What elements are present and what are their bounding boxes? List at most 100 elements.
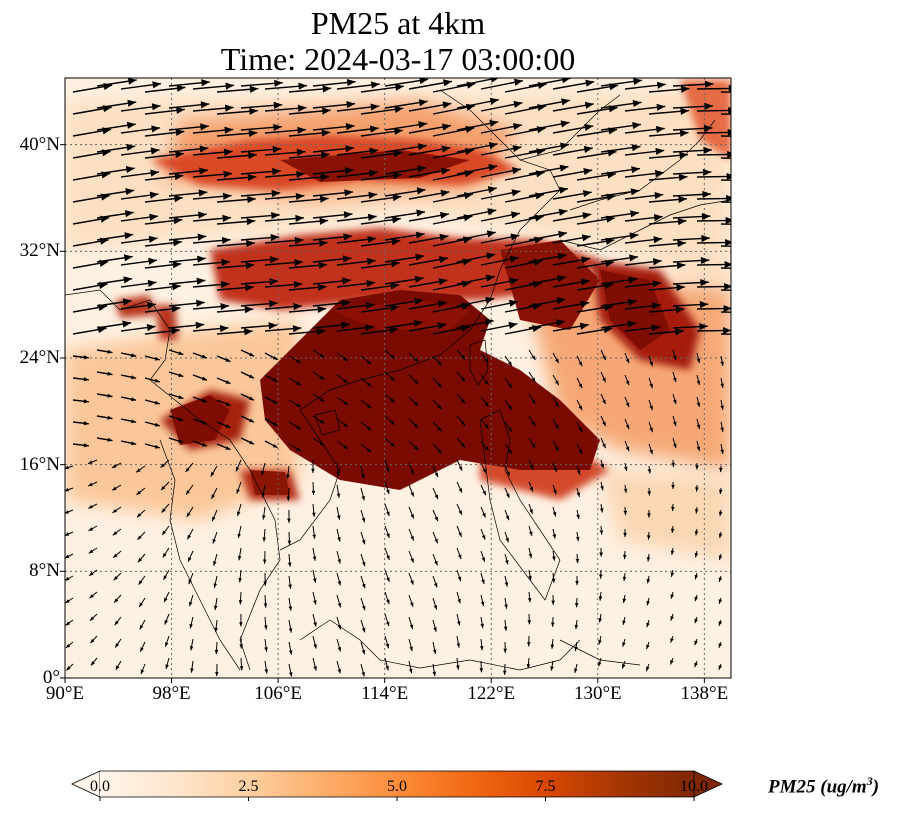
wind-arrow <box>648 85 690 93</box>
colorbar <box>71 770 723 801</box>
wind-arrow <box>192 82 235 90</box>
wind-arrow <box>720 179 731 181</box>
wind-arrow <box>432 531 439 544</box>
wind-arrow <box>574 641 578 652</box>
wind-arrow <box>312 591 317 605</box>
wind-arrow <box>528 78 571 87</box>
wind-arrow <box>312 78 356 87</box>
wind-arrow <box>504 465 511 477</box>
wind-arrow <box>312 233 353 241</box>
colorbar-tick-label: 5.0 <box>387 778 407 795</box>
wind-arrow <box>718 619 723 626</box>
wind-arrow <box>504 553 509 565</box>
wind-arrow <box>360 260 400 269</box>
wind-arrow <box>336 191 378 200</box>
wind-arrow <box>648 328 684 336</box>
wind-arrow <box>96 143 136 153</box>
wind-arrow <box>456 613 461 626</box>
wind-arrow <box>527 635 531 647</box>
wind-arrow <box>216 443 231 451</box>
wind-arrow <box>192 374 208 381</box>
wind-arrow <box>432 663 437 677</box>
wind-arrow <box>598 635 602 645</box>
wind-arrow <box>480 299 519 310</box>
wind-arrow <box>480 321 518 332</box>
wind-arrow <box>72 421 89 426</box>
wind-arrow <box>144 195 183 203</box>
wind-arrow <box>718 487 723 495</box>
wind-arrow <box>264 325 302 333</box>
wind-arrow <box>646 641 650 650</box>
wind-arrow <box>528 230 568 241</box>
wind-arrow <box>96 393 113 398</box>
wind-arrow <box>189 638 194 651</box>
wind-arrow <box>672 437 677 449</box>
wind-arrow <box>456 635 461 648</box>
wind-arrow <box>192 418 208 425</box>
wind-arrow <box>168 79 210 87</box>
wind-arrow <box>168 123 209 131</box>
wind-arrow <box>408 396 419 407</box>
wind-arrow <box>528 569 532 581</box>
wind-arrow <box>408 594 414 608</box>
colorbar-tick-label: 0.0 <box>90 778 110 795</box>
wind-arrow <box>164 613 170 625</box>
wind-arrow <box>336 302 375 310</box>
wind-arrow <box>192 280 230 289</box>
wind-arrow <box>624 169 664 178</box>
wind-arrow <box>264 440 278 449</box>
wind-arrow <box>645 663 650 672</box>
wind-arrow <box>432 641 437 655</box>
wind-arrow <box>216 173 257 182</box>
wind-arrow <box>528 98 571 109</box>
wind-arrow <box>648 421 653 433</box>
wind-arrow <box>213 597 218 611</box>
wind-arrow <box>360 465 365 479</box>
wind-arrow <box>360 531 366 545</box>
wind-arrow <box>262 528 267 542</box>
wind-arrow <box>112 528 122 536</box>
wind-arrow <box>263 594 268 608</box>
wind-arrow <box>264 126 307 134</box>
map-frame <box>64 77 732 679</box>
wind-arrow <box>240 123 282 131</box>
wind-arrow <box>600 254 639 263</box>
wind-arrow <box>480 374 489 385</box>
wind-arrow <box>408 256 449 266</box>
wind-arrow <box>138 597 146 608</box>
wind-arrow <box>216 107 258 115</box>
wind-arrow <box>138 575 146 586</box>
wind-arrow <box>648 306 685 314</box>
wind-arrow <box>718 553 723 561</box>
wind-arrow <box>720 355 724 367</box>
wind-arrow <box>672 102 713 110</box>
wind-arrow <box>336 550 341 564</box>
wind-arrow <box>672 393 677 405</box>
wind-arrow <box>480 352 489 363</box>
wind-arrow <box>264 352 278 361</box>
wind-arrow <box>696 352 701 364</box>
wind-arrow <box>144 283 181 291</box>
wind-arrow <box>696 128 731 137</box>
wind-arrow <box>213 575 218 588</box>
wind-arrow <box>360 282 400 291</box>
wind-arrow <box>504 355 513 367</box>
wind-arrow <box>96 415 113 420</box>
wind-arrow <box>312 503 316 517</box>
wind-arrow <box>670 569 675 577</box>
wind-arrow <box>384 349 396 360</box>
wind-arrow <box>96 298 132 307</box>
wind-arrow <box>112 506 122 514</box>
wind-arrow <box>96 121 136 131</box>
wind-arrow <box>192 170 233 178</box>
wind-arrow <box>336 418 349 428</box>
wind-arrow <box>384 371 396 382</box>
wind-arrow <box>598 613 603 623</box>
wind-arrow <box>120 440 137 446</box>
wind-arrow <box>480 616 484 629</box>
wind-arrow <box>600 144 641 153</box>
wind-arrow <box>211 487 218 500</box>
wind-arrow <box>384 319 423 329</box>
wind-arrow <box>456 78 500 87</box>
wind-arrow <box>360 127 403 137</box>
